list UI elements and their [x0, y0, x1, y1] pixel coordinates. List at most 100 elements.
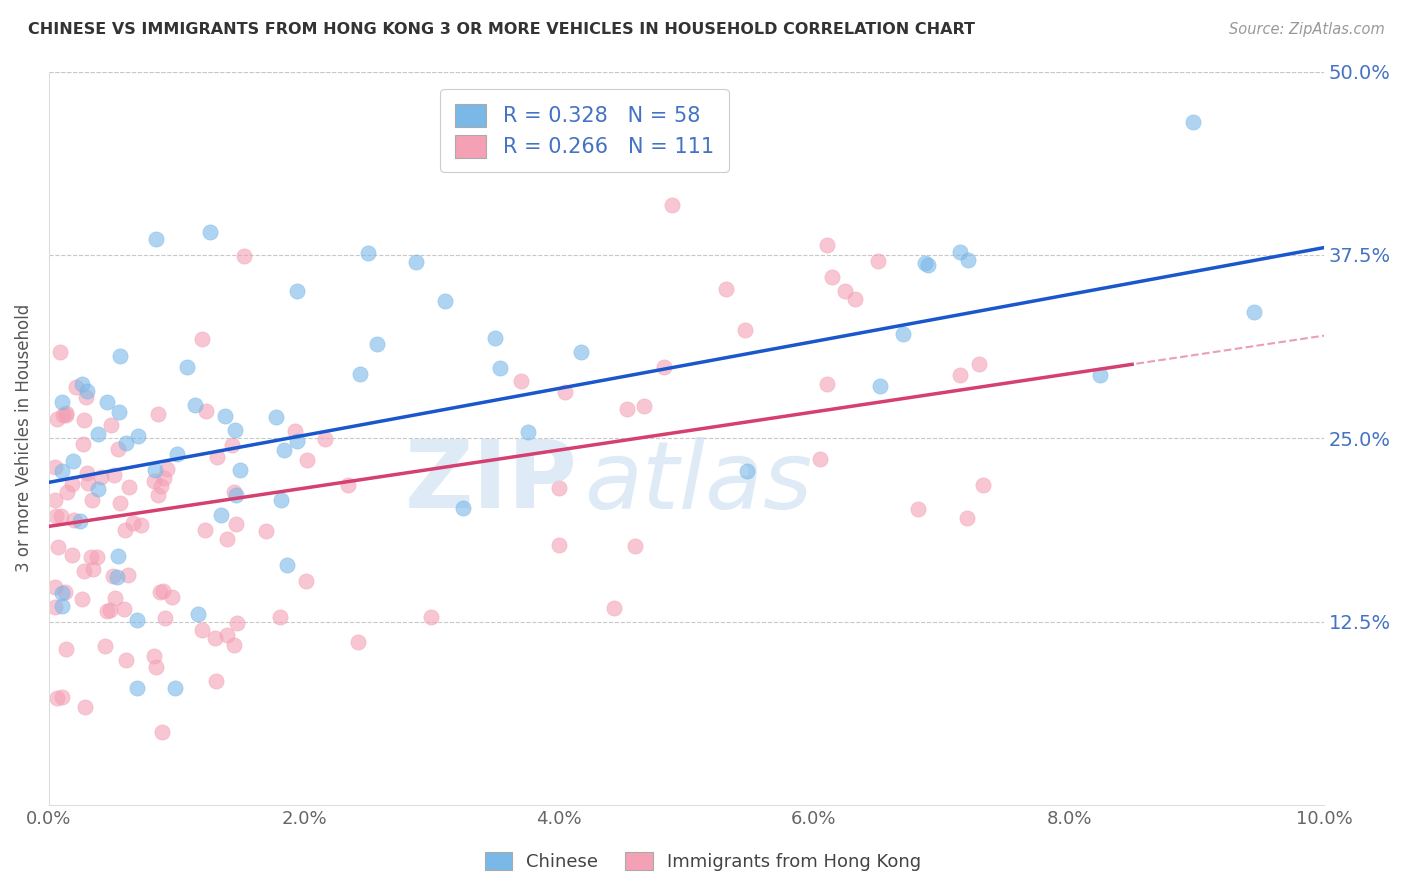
Point	[72, 436, 94, 450]
Point	[366, 337, 388, 351]
Point	[166, 447, 188, 461]
Point	[46, 412, 69, 426]
Point	[205, 450, 228, 464]
Point	[1088, 368, 1111, 382]
Point	[834, 284, 856, 298]
Point	[145, 232, 167, 246]
Point	[108, 405, 131, 419]
Point	[225, 616, 247, 631]
Point	[96, 604, 118, 618]
Point	[284, 424, 307, 438]
Point	[891, 327, 914, 342]
Point	[217, 628, 239, 642]
Point	[76, 466, 98, 480]
Point	[451, 501, 474, 516]
Point	[131, 517, 153, 532]
Point	[65, 379, 87, 393]
Point	[152, 583, 174, 598]
Point	[143, 463, 166, 477]
Point	[821, 269, 844, 284]
Point	[146, 407, 169, 421]
Point	[87, 427, 110, 442]
Point	[55, 642, 77, 657]
Point	[191, 624, 214, 638]
Point	[76, 476, 98, 491]
Point	[125, 613, 148, 627]
Point	[269, 609, 291, 624]
Point	[96, 395, 118, 409]
Point	[349, 367, 371, 381]
Point	[347, 634, 370, 648]
Point	[209, 508, 232, 522]
Point	[184, 398, 207, 412]
Point	[509, 374, 531, 388]
Point	[967, 357, 990, 371]
Point	[956, 252, 979, 267]
Point	[45, 509, 67, 524]
Point	[118, 480, 141, 494]
Point	[73, 564, 96, 578]
Point	[844, 292, 866, 306]
Point	[73, 413, 96, 427]
Point	[194, 523, 217, 537]
Point	[155, 611, 177, 625]
Point	[107, 442, 129, 457]
Point	[194, 404, 217, 418]
Legend: R = 0.328   N = 58, R = 0.266   N = 111: R = 0.328 N = 58, R = 0.266 N = 111	[440, 89, 728, 172]
Point	[554, 384, 576, 399]
Point	[46, 541, 69, 555]
Point	[101, 568, 124, 582]
Point	[222, 484, 245, 499]
Point	[117, 568, 139, 582]
Point	[914, 256, 936, 270]
Point	[716, 282, 738, 296]
Point	[489, 360, 512, 375]
Point	[46, 690, 69, 705]
Point	[55, 585, 77, 599]
Point	[149, 585, 172, 599]
Point	[602, 601, 624, 615]
Point	[285, 434, 308, 448]
Point	[233, 249, 256, 263]
Text: Source: ZipAtlas.com: Source: ZipAtlas.com	[1229, 22, 1385, 37]
Point	[115, 436, 138, 450]
Point	[104, 591, 127, 606]
Point	[55, 406, 77, 420]
Point	[44, 600, 66, 615]
Point	[357, 246, 380, 260]
Point	[103, 467, 125, 482]
Point	[517, 425, 540, 439]
Point	[52, 409, 75, 423]
Point	[224, 423, 246, 437]
Point	[122, 516, 145, 530]
Point	[100, 418, 122, 433]
Point	[633, 399, 655, 413]
Point	[153, 471, 176, 485]
Point	[115, 653, 138, 667]
Point	[90, 470, 112, 484]
Point	[917, 258, 939, 272]
Point	[869, 378, 891, 392]
Legend: Chinese, Immigrants from Hong Kong: Chinese, Immigrants from Hong Kong	[478, 845, 928, 879]
Point	[221, 438, 243, 452]
Point	[222, 638, 245, 652]
Point	[1243, 305, 1265, 319]
Point	[51, 395, 73, 409]
Point	[60, 548, 83, 562]
Point	[86, 549, 108, 564]
Point	[1182, 114, 1205, 128]
Point	[156, 462, 179, 476]
Point	[734, 323, 756, 337]
Point	[105, 570, 128, 584]
Point	[107, 549, 129, 563]
Point	[127, 429, 149, 443]
Point	[108, 496, 131, 510]
Point	[51, 599, 73, 613]
Point	[162, 591, 184, 605]
Text: atlas: atlas	[585, 437, 813, 528]
Point	[51, 690, 73, 704]
Point	[75, 390, 97, 404]
Point	[569, 345, 592, 359]
Point	[69, 514, 91, 528]
Point	[94, 639, 117, 653]
